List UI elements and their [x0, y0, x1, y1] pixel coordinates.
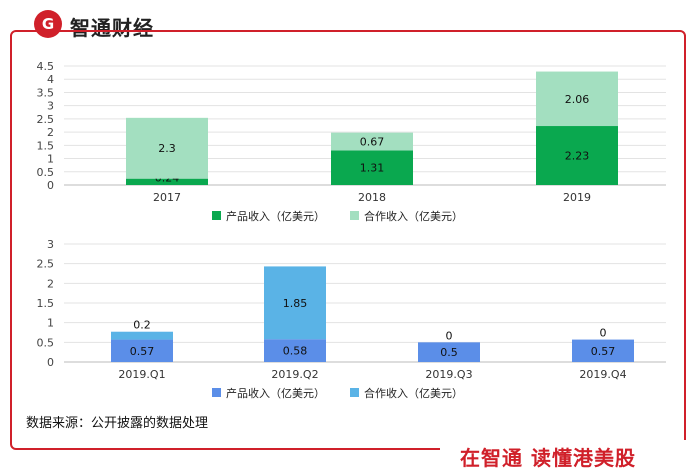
data-label: 1.85 — [283, 297, 308, 310]
slogan: 在智通 读懂港美股 — [460, 446, 636, 470]
data-label: 1.31 — [360, 162, 385, 175]
bar-segment — [264, 266, 326, 340]
footer-gap — [440, 440, 700, 470]
x-tick-label: 2019.Q1 — [118, 368, 165, 381]
bar-segment — [264, 339, 326, 362]
legend-swatch — [350, 388, 359, 397]
data-label: 0.57 — [130, 345, 155, 358]
legend-swatch — [350, 211, 359, 220]
y-tick-label: 2 — [47, 277, 54, 290]
legend-label: 产品收入（亿美元） — [226, 386, 325, 400]
y-tick-label: 1 — [47, 317, 54, 330]
bar-segment — [536, 71, 618, 127]
data-label: 0 — [600, 327, 607, 340]
data-label: 0.67 — [360, 135, 385, 148]
legend-swatch — [212, 211, 221, 220]
legend-label: 合作收入（亿美元） — [364, 209, 463, 223]
brand-name: 智通财经 — [70, 16, 154, 40]
data-label: 0.57 — [591, 345, 616, 358]
y-tick-label: 0 — [47, 356, 54, 369]
y-tick-label: 0.5 — [37, 166, 55, 179]
legend-swatch — [212, 388, 221, 397]
bar-segment — [331, 150, 413, 185]
data-label: 0.58 — [283, 345, 308, 358]
data-label: 2.23 — [565, 150, 590, 163]
bar-segment — [331, 132, 413, 151]
bar-segment — [572, 339, 634, 362]
source-note: 数据来源：公开披露的数据处理 — [26, 416, 209, 431]
x-tick-label: 2019 — [563, 191, 591, 204]
y-tick-label: 1 — [47, 153, 54, 166]
x-tick-label: 2019.Q3 — [425, 368, 472, 381]
y-tick-label: 0 — [47, 179, 54, 192]
y-tick-label: 3.5 — [37, 86, 55, 99]
header: G 智通财经 — [0, 0, 700, 40]
bar-segment — [126, 178, 208, 185]
y-tick-label: 1.5 — [37, 139, 55, 152]
y-tick-label: 4.5 — [37, 60, 55, 73]
legend-label: 合作收入（亿美元） — [364, 386, 463, 400]
data-label: 2.3 — [158, 142, 176, 155]
bar-segment — [418, 342, 480, 362]
x-tick-label: 2019.Q4 — [579, 368, 626, 381]
y-tick-label: 3 — [47, 238, 54, 251]
bar-segment — [111, 331, 173, 340]
y-tick-label: 4 — [47, 73, 54, 86]
y-tick-label: 2 — [47, 126, 54, 139]
y-tick-label: 2.5 — [37, 113, 55, 126]
data-label: 2.06 — [565, 93, 590, 106]
legend-label: 产品收入（亿美元） — [226, 209, 325, 223]
data-label: 0.2 — [133, 319, 151, 332]
data-label: 0 — [446, 329, 453, 342]
x-tick-label: 2019.Q2 — [271, 368, 318, 381]
bar-segment — [111, 339, 173, 362]
y-tick-label: 0.5 — [37, 336, 55, 349]
x-tick-label: 2018 — [358, 191, 386, 204]
logo-icon: G — [34, 10, 62, 38]
y-tick-label: 2.5 — [37, 258, 55, 271]
bar-segment — [536, 126, 618, 185]
y-tick-label: 1.5 — [37, 297, 55, 310]
frame — [10, 30, 686, 450]
bar-segment — [126, 117, 208, 179]
x-tick-label: 2017 — [153, 191, 181, 204]
y-tick-label: 3 — [47, 100, 54, 113]
data-label: 0.5 — [440, 346, 458, 359]
